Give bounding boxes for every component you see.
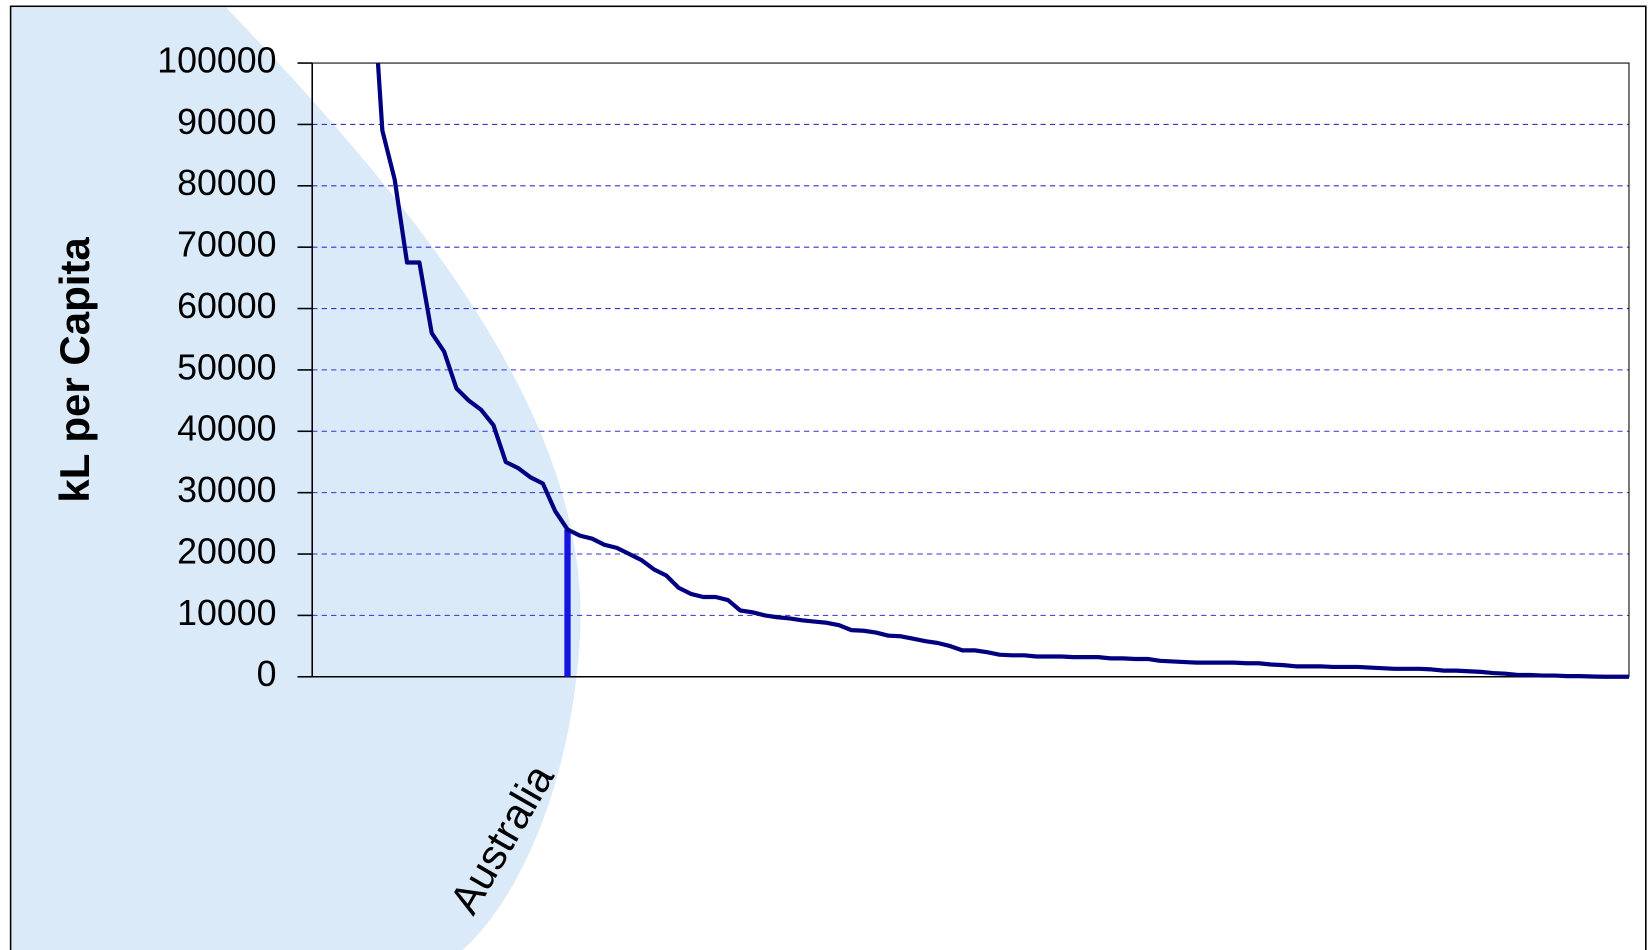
- y-axis-label: kL per Capita: [51, 237, 98, 503]
- data-line: [375, 63, 1629, 679]
- y-tick-label: 90000: [177, 102, 276, 142]
- y-tick-label: 50000: [177, 347, 276, 387]
- y-tick-label: 10000: [177, 593, 276, 633]
- y-tick-label: 60000: [177, 286, 276, 326]
- plot-border: [311, 62, 1630, 678]
- highlight-bar: [564, 529, 571, 677]
- plot: [375, 63, 1629, 679]
- y-tick-label: 0: [257, 654, 277, 694]
- y-tick-label: 80000: [177, 163, 276, 203]
- y-tick-label: 70000: [177, 225, 276, 265]
- y-tick-label: 40000: [177, 409, 276, 449]
- y-tick-label: 20000: [177, 531, 276, 571]
- y-tick-label: 30000: [177, 470, 276, 510]
- y-tick-label: 100000: [157, 40, 276, 80]
- backdrop: [11, 7, 581, 950]
